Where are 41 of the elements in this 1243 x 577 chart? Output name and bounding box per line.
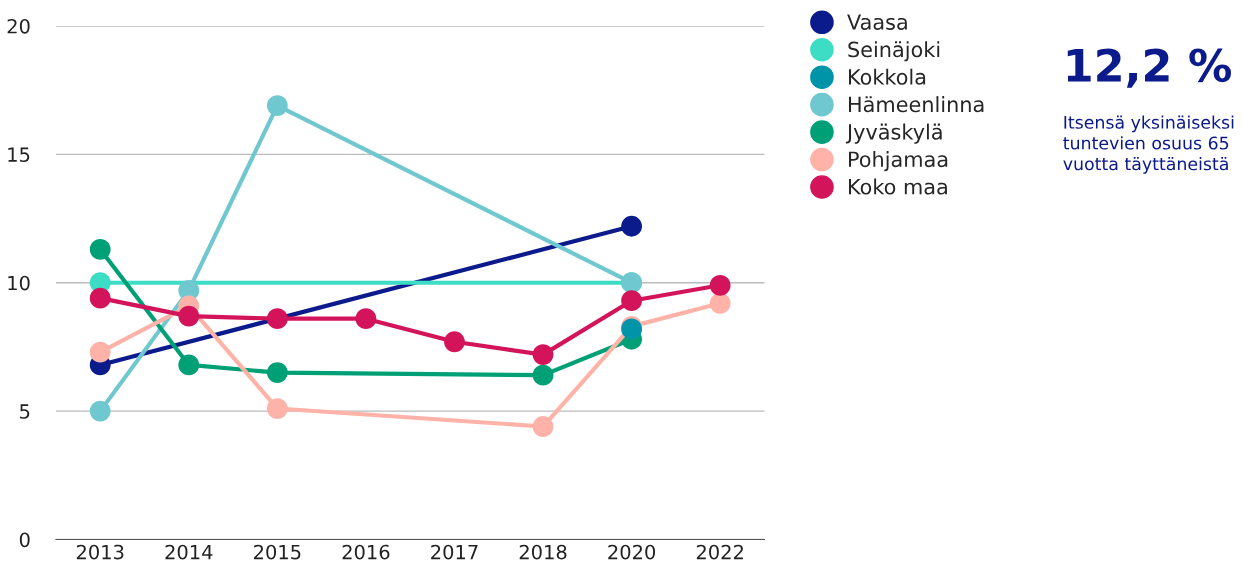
point <box>532 364 554 386</box>
x-tick-label: 2013 <box>76 544 124 560</box>
point <box>266 308 288 330</box>
point <box>89 238 111 260</box>
point <box>709 274 731 296</box>
x-tick-label: 2017 <box>431 544 478 560</box>
point <box>178 354 200 376</box>
y-tick-label: 10 <box>8 275 30 291</box>
point <box>178 305 200 327</box>
y-tick-label: 0 <box>19 532 30 548</box>
legend-label: Koko maa <box>849 178 947 195</box>
point <box>355 308 377 330</box>
point <box>266 362 288 384</box>
y-tick-label: 5 <box>20 404 30 419</box>
point <box>89 287 111 309</box>
x-tick-label: 2016 <box>342 544 390 560</box>
point <box>266 398 288 419</box>
y-tick-label: 15 <box>8 147 30 163</box>
point <box>444 331 465 353</box>
legend-label: Kokkola <box>849 68 926 85</box>
x-tick-label: 2020 <box>608 544 656 560</box>
point <box>89 341 111 363</box>
legend-label: Seinäjoki <box>848 41 940 62</box>
y-tick-label: 20 <box>7 18 30 34</box>
point <box>709 292 731 314</box>
point <box>266 95 288 116</box>
text: Itsensä yksinäiseksi tuntevien osuus 65 vuotta täyttäneistä <box>1063 115 1234 174</box>
legend-label: Pohjamaa <box>849 151 948 172</box>
text: 12,2 % <box>1067 48 1232 88</box>
x-tick-label: 2014 <box>165 544 213 560</box>
point <box>621 215 643 237</box>
point <box>532 344 554 366</box>
legend-label: Jyväskylä <box>845 123 942 144</box>
x-tick-label: 2015 <box>254 544 301 560</box>
x-tick-label: 2022 <box>696 544 743 560</box>
point <box>621 290 643 312</box>
legend-label: Hämeenlinna <box>849 96 984 113</box>
point <box>89 400 111 422</box>
point <box>532 416 554 437</box>
x-tick-label: 2018 <box>519 544 567 560</box>
legend-label: Vaasa <box>847 14 907 30</box>
